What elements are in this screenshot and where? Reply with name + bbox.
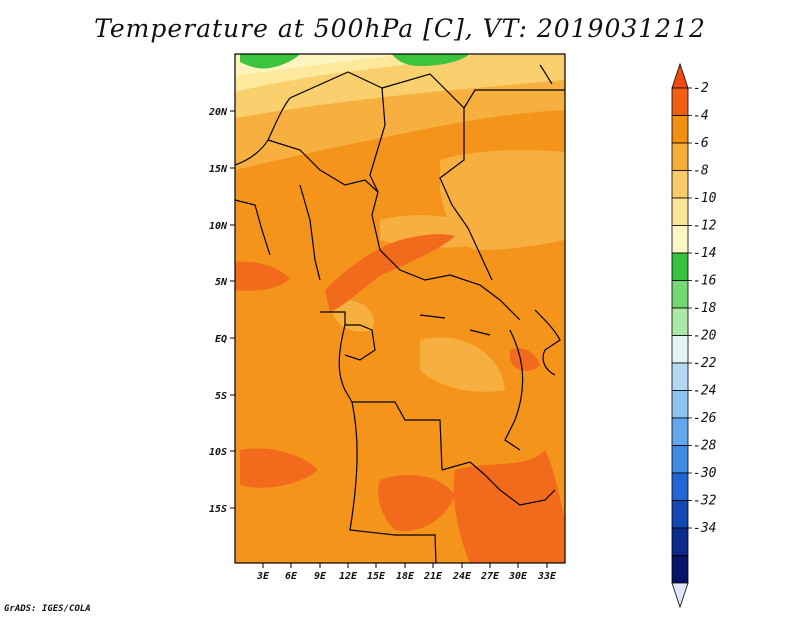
lat-tick-label: 5S — [215, 391, 227, 402]
lon-tick-label: 33E — [537, 571, 557, 582]
lon-tick-label: 9E — [314, 571, 327, 582]
chart-title: Temperature at 500hPa [C], VT: 201903121… — [94, 14, 706, 43]
lon-tick-label: 18E — [396, 571, 415, 582]
legend-label: -34 — [693, 521, 716, 536]
lat-tick-label: 10S — [209, 447, 227, 458]
legend-label: -6 — [693, 136, 709, 151]
lon-tick-label: 6E — [285, 571, 298, 582]
legend-color-box — [671, 527, 689, 556]
legend-color-box — [671, 500, 689, 529]
legend-label: -24 — [693, 384, 716, 399]
legend-label: -20 — [693, 329, 717, 344]
legend-color-box — [671, 555, 689, 584]
map-frame — [234, 53, 566, 564]
lon-tick-label: 24E — [452, 571, 472, 582]
lat-tick-label: 20N — [208, 107, 228, 118]
legend-color-box — [671, 390, 689, 419]
lat-tick-label: 15N — [209, 164, 228, 175]
lon-tick-label: 3E — [256, 571, 270, 582]
legend-label: -30 — [693, 466, 717, 481]
legend-color-box — [671, 445, 689, 474]
legend-color-box — [671, 115, 689, 144]
legend-top-arrow — [671, 62, 689, 89]
legend-color-box — [671, 252, 689, 281]
lon-tick-label: 21E — [423, 571, 443, 582]
longitude-axis: 3E 6E 9E 12E 15E 18E 21E 24E 27E 30E 33E — [256, 563, 557, 582]
legend-color-box — [671, 87, 689, 116]
lat-tick-label: 15S — [209, 504, 227, 515]
latitude-axis: 20N 15N 10N 5N EQ 5S 10S 15S — [208, 107, 235, 515]
legend-color-box — [671, 170, 689, 199]
legend-color-box — [671, 417, 689, 446]
legend-color-box — [671, 197, 689, 226]
country-borders — [235, 64, 565, 563]
legend-label: -26 — [693, 411, 717, 426]
legend-color-box — [671, 335, 689, 364]
legend-label: -4 — [693, 109, 709, 124]
temperature-field — [235, 54, 565, 563]
lon-tick-label: 30E — [508, 571, 528, 582]
legend-bottom-arrow — [671, 582, 689, 609]
legend-label: -12 — [693, 219, 717, 234]
legend-label: -32 — [693, 494, 717, 509]
lat-tick-label: 5N — [215, 277, 228, 288]
legend-label: -16 — [693, 274, 717, 289]
legend-color-box — [671, 280, 689, 309]
lat-tick-label: EQ — [215, 334, 227, 345]
legend-color-box — [671, 362, 689, 391]
lon-tick-label: 12E — [339, 571, 358, 582]
lat-tick-label: 10N — [209, 221, 228, 232]
legend-label: -10 — [693, 191, 717, 206]
legend-color-box — [671, 307, 689, 336]
lon-tick-label: 27E — [480, 571, 500, 582]
legend-color-box — [671, 225, 689, 254]
legend-label: -8 — [693, 164, 709, 179]
legend-label: -14 — [693, 246, 716, 261]
legend-label: -22 — [693, 356, 717, 371]
legend-color-box — [671, 142, 689, 171]
legend-label: -28 — [693, 439, 717, 454]
legend-label: -2 — [693, 81, 709, 96]
grads-credit: GrADS: IGES/COLA — [4, 604, 91, 614]
legend-label: -18 — [693, 301, 717, 316]
legend-color-box — [671, 472, 689, 501]
color-bar-legend: -2 -4 -6 -8 -10 -12 -14 -16 -18 -20 -22 -24 -26 -28 -3… — [671, 62, 717, 609]
lon-tick-label: 15E — [367, 571, 386, 582]
